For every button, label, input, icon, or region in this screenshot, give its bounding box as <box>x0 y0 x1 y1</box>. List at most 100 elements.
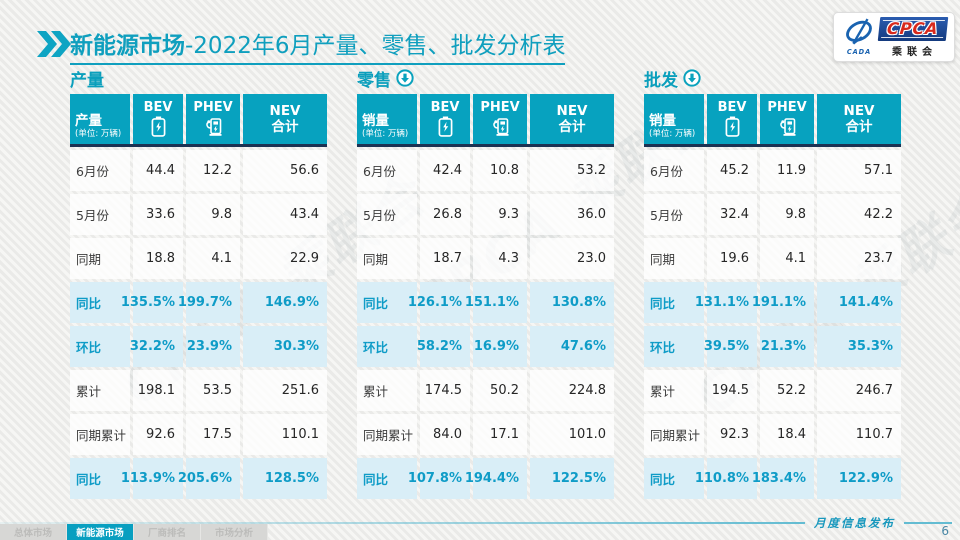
cell-value: 58.2% <box>417 326 470 367</box>
data-table: 销量 (单位: 万辆) BEV PHEV <box>357 94 614 499</box>
cell-value: 12.2 <box>186 150 240 191</box>
table-row: 5月份 32.4 9.8 42.2 <box>644 194 901 235</box>
row-label: 同比 <box>357 458 417 499</box>
table-row: 环比 58.2% 16.9% 47.6% <box>357 326 614 367</box>
cell-value: 101.0 <box>530 414 614 455</box>
table-row: 同比 107.8% 194.4% 122.5% <box>357 458 614 499</box>
cell-value: 110.8% <box>695 458 757 499</box>
cell-value: 18.8 <box>133 238 183 279</box>
tab-nev-market[interactable]: 新能源市场 <box>67 524 134 540</box>
bev-battery-icon <box>151 116 165 137</box>
bev-battery-icon <box>438 116 452 137</box>
cell-value: 26.8 <box>420 194 470 235</box>
cell-value: 22.9 <box>243 238 327 279</box>
cell-value: 32.4 <box>707 194 757 235</box>
table-row: 同期 18.8 4.1 22.9 <box>70 238 327 279</box>
header-underline <box>357 144 614 147</box>
table-row: 6月份 44.4 12.2 56.6 <box>70 150 327 191</box>
cell-value: 36.0 <box>530 194 614 235</box>
table-row: 环比 39.5% 21.3% 35.3% <box>644 326 901 367</box>
cell-value: 44.4 <box>133 150 183 191</box>
tab-overall-market[interactable]: 总体市场 <box>0 524 67 540</box>
cell-value: 56.6 <box>243 150 327 191</box>
table-row: 同期 19.6 4.1 23.7 <box>644 238 901 279</box>
row-label: 累计 <box>357 370 417 411</box>
down-arrow-icon <box>683 69 701 87</box>
cell-value: 194.4% <box>465 458 527 499</box>
cell-value: 9.8 <box>760 194 814 235</box>
header-cell-metric: 产量 (单位: 万辆) <box>70 94 130 144</box>
cell-value: 23.9% <box>186 326 240 367</box>
row-label: 5月份 <box>644 194 704 235</box>
data-table: 产量 (单位: 万辆) BEV PHEV <box>70 94 327 499</box>
cell-value: 42.4 <box>420 150 470 191</box>
publication-line: 月度信息发布 <box>0 515 960 531</box>
page-title-rest: -2022年6月产量、零售、批发分析表 <box>185 33 566 59</box>
cell-value: 53.5 <box>186 370 240 411</box>
cell-value: 43.4 <box>243 194 327 235</box>
cell-value: 92.3 <box>707 414 757 455</box>
cell-value: 53.2 <box>530 150 614 191</box>
cell-value: 47.6% <box>530 326 614 367</box>
cell-value: 246.7 <box>817 370 901 411</box>
header-cell-phev: PHEV <box>473 94 527 144</box>
emblem-label: CADA <box>847 48 871 56</box>
row-label: 6月份 <box>644 150 704 191</box>
logo-right: CPCA 乘联会 <box>877 16 948 58</box>
header-underline <box>644 144 901 147</box>
row-label: 环比 <box>644 326 704 367</box>
tab-market-analysis[interactable]: 市场分析 <box>201 524 268 540</box>
cell-value: 135.5% <box>121 282 183 323</box>
cell-value: 183.4% <box>752 458 814 499</box>
header-cell-nev: NEV 合计 <box>243 94 327 144</box>
row-label: 5月份 <box>70 194 130 235</box>
cell-value: 33.6 <box>133 194 183 235</box>
cell-value: 151.1% <box>465 282 527 323</box>
cell-value: 45.2 <box>707 150 757 191</box>
phev-charger-icon <box>779 118 795 136</box>
cell-value: 205.6% <box>178 458 240 499</box>
bev-battery-icon <box>725 116 739 137</box>
header-cell-metric: 销量 (单位: 万辆) <box>644 94 704 144</box>
table-row: 同比 131.1% 191.1% 141.4% <box>644 282 901 323</box>
tab-manufacturer-ranking[interactable]: 厂商排名 <box>134 524 201 540</box>
cell-value: 16.9% <box>473 326 527 367</box>
row-label: 环比 <box>70 326 130 367</box>
cell-value: 10.8 <box>473 150 527 191</box>
table-row: 6月份 42.4 10.8 53.2 <box>357 150 614 191</box>
cell-value: 9.8 <box>186 194 240 235</box>
cell-value: 122.5% <box>530 458 614 499</box>
section-label: 零售 <box>357 70 391 91</box>
cell-value: 128.5% <box>243 458 327 499</box>
cell-value: 11.9 <box>760 150 814 191</box>
table-header-row: 销量 (单位: 万辆) BEV PHEV <box>357 94 614 144</box>
cada-emblem-icon: CADA <box>845 18 872 56</box>
header-cell-nev: NEV 合计 <box>817 94 901 144</box>
down-arrow-icon <box>396 69 414 87</box>
table-section-wholesale: 批发 销量 (单位: 万辆) BEV <box>644 66 901 499</box>
row-label: 同比 <box>644 282 704 323</box>
section-header: 产量 <box>70 66 327 91</box>
section-header: 零售 <box>357 66 614 91</box>
section-header: 批发 <box>644 66 901 91</box>
page-number: 6 <box>941 524 949 538</box>
header-underline <box>70 144 327 147</box>
section-label: 产量 <box>70 70 104 91</box>
cell-value: 146.9% <box>243 282 327 323</box>
row-label: 6月份 <box>70 150 130 191</box>
header-cell-bev: BEV <box>133 94 183 144</box>
cell-value: 110.1 <box>243 414 327 455</box>
table-row: 同比 113.9% 205.6% 128.5% <box>70 458 327 499</box>
cell-value: 21.3% <box>760 326 814 367</box>
data-table: 销量 (单位: 万辆) BEV PHEV <box>644 94 901 499</box>
row-label: 同期累计 <box>70 414 130 455</box>
header-cell-phev: PHEV <box>186 94 240 144</box>
cell-value: 23.0 <box>530 238 614 279</box>
cell-value: 4.1 <box>186 238 240 279</box>
cpca-box: CPCA <box>877 16 948 41</box>
table-body: 6月份 42.4 10.8 53.2 5月份 26.8 9.3 36.0 同期 18.7 4.3 23… <box>357 150 614 499</box>
org-name: 乘联会 <box>892 46 937 58</box>
row-label: 环比 <box>357 326 417 367</box>
cell-value: 113.9% <box>121 458 183 499</box>
